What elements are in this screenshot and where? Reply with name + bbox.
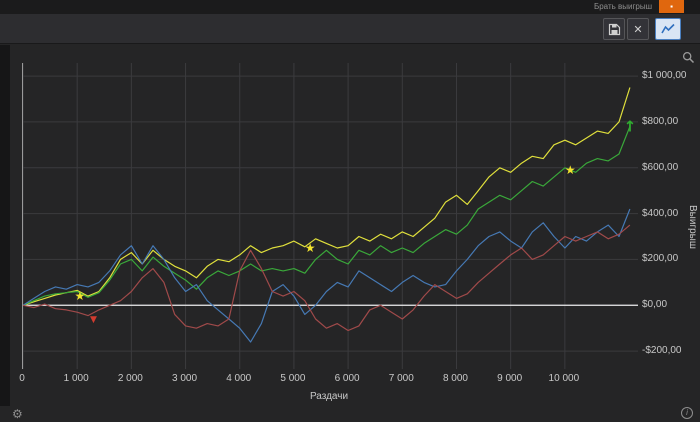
zoom-icon[interactable] bbox=[682, 51, 695, 64]
line-red bbox=[23, 224, 631, 332]
x-tick-label: 7 000 bbox=[388, 373, 414, 384]
x-tick-label: 5 000 bbox=[280, 373, 306, 384]
info-icon[interactable]: i bbox=[681, 407, 693, 419]
triangle-down-marker: ▼ bbox=[90, 315, 97, 325]
x-tick-label: 0 bbox=[19, 373, 25, 384]
left-panel-strip bbox=[0, 45, 10, 422]
y-tick-label: $0,00 bbox=[642, 299, 668, 311]
x-tick-label: 6 000 bbox=[334, 373, 360, 384]
save-button[interactable] bbox=[603, 18, 625, 40]
titlebar-status-text: Брать выигрыш bbox=[593, 2, 652, 11]
y-tick-label: $200,00 bbox=[642, 253, 679, 265]
x-tick-label: 4 000 bbox=[226, 373, 252, 384]
star-marker: ★ bbox=[565, 163, 576, 177]
settings-gear-icon[interactable]: ⚙ bbox=[12, 407, 23, 421]
x-tick-label: 3 000 bbox=[172, 373, 198, 384]
close-icon: ✕ bbox=[633, 23, 643, 36]
x-tick-label: 10 000 bbox=[548, 373, 580, 384]
y-tick-label: $800,00 bbox=[642, 115, 679, 127]
x-axis-title: Раздачи bbox=[309, 391, 349, 402]
star-marker: ★ bbox=[305, 241, 316, 255]
line-green bbox=[23, 126, 631, 306]
x-tick-label: 8 000 bbox=[442, 373, 468, 384]
y-tick-label: -$200,00 bbox=[642, 345, 682, 357]
y-tick-label: $1 000,00 bbox=[642, 70, 687, 82]
toolbar: ✕ bbox=[0, 14, 700, 44]
line-yellow bbox=[23, 87, 631, 306]
x-tick-label: 1 000 bbox=[63, 373, 89, 384]
x-tick-label: 2 000 bbox=[117, 373, 143, 384]
alert-badge[interactable]: ▪ bbox=[659, 0, 684, 13]
arrow-up-marker: ↑ bbox=[624, 117, 637, 135]
line-blue bbox=[23, 208, 631, 343]
alert-badge-icon: ▪ bbox=[670, 2, 673, 11]
y-tick-label: $400,00 bbox=[642, 207, 679, 219]
chart-button[interactable] bbox=[655, 18, 681, 40]
y-tick-label: $600,00 bbox=[642, 161, 679, 173]
y-axis-title: Выигрыш bbox=[687, 205, 698, 249]
chart-region: ★ ★ ★ ↑ ▼ 0 1 000 2 000 3 000 4 000 5 000 6 000 7 0… bbox=[10, 45, 700, 406]
chart-svg[interactable]: ★ ★ ★ ↑ ▼ bbox=[23, 63, 638, 369]
plot-area[interactable]: ★ ★ ★ ↑ ▼ bbox=[22, 63, 638, 369]
chart-icon bbox=[661, 23, 675, 34]
star-marker: ★ bbox=[75, 289, 86, 303]
x-tick-label: 9 000 bbox=[497, 373, 523, 384]
titlebar: Брать выигрыш ▪ bbox=[0, 0, 700, 14]
close-button[interactable]: ✕ bbox=[627, 18, 649, 40]
save-icon bbox=[608, 23, 620, 35]
status-bar: ⚙ i bbox=[0, 406, 700, 422]
